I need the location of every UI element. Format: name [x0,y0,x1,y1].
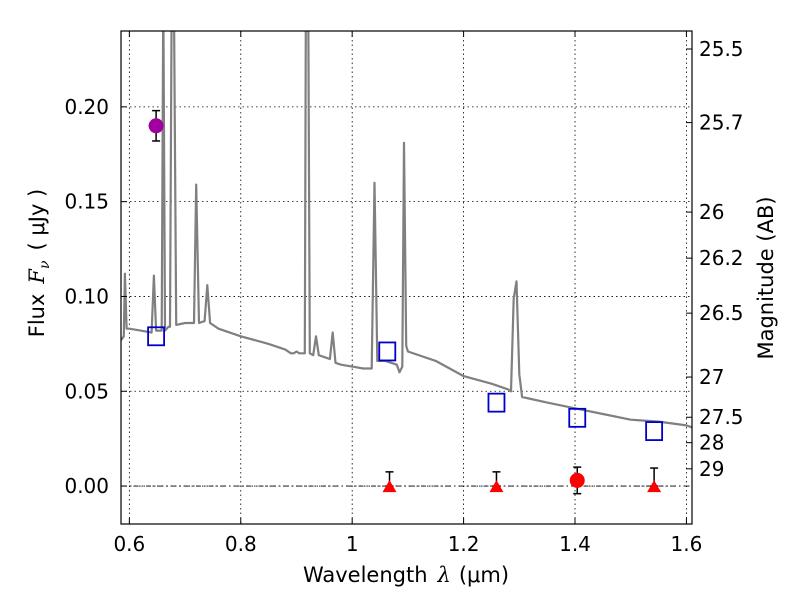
x-tick-label: 1.2 [448,532,480,556]
model-band-square-marker [487,392,506,413]
x-axis-label: Wavelength λ (μm) [303,563,509,587]
x-tick-label: 0.6 [113,532,145,556]
x-axis-label-symbol: λ [437,563,451,587]
y2-tick-label: 26.5 [699,301,744,325]
y2-tick-label: 28 [699,431,724,455]
y2-axis-label: Magnitude (AB) [754,196,778,359]
model-band-square-marker [645,421,664,441]
y-axis-label-text: Flux [25,294,49,338]
x-axis-label-unit: (μm) [459,563,509,587]
x-tick-label: 1.6 [671,532,703,556]
plot-frame [120,30,693,525]
plot-area [121,31,692,495]
y-tick-label: 0.05 [64,379,109,403]
red-triangle-marker [647,480,662,493]
x-tick-label: 1 [346,532,359,556]
model-spectrum-line [121,31,692,429]
x-tick-label: 1.4 [559,532,591,556]
x-axis: 0.6 0.8 1 1.2 1.4 1.6 [113,31,702,556]
grid-lines [121,31,692,524]
x-axis-label-text: Wavelength [303,563,428,587]
y2-tick-label: 25.7 [699,111,744,135]
y-tick-label: 0.10 [64,284,109,308]
x-tick-label: 0.8 [225,532,257,556]
model-band-square-marker [568,407,587,428]
y-axis-label-symbol: F [25,268,49,285]
magenta-circle-marker [148,118,164,134]
y2-tick-label: 27 [699,365,724,389]
y-axis-label-unit: ( μJy ) [25,189,49,251]
red-triangle-marker [489,480,504,493]
red-circle-marker [569,472,585,488]
y-axis-left: 0.00 0.05 0.10 0.15 0.20 [64,95,127,498]
y2-tick-label: 27.5 [699,405,744,429]
model-band-square-marker [147,326,165,347]
y-tick-label: 0.00 [64,474,109,498]
y2-tick-label: 26.2 [699,246,744,270]
y2-tick-label: 29 [699,457,724,481]
y-axis-label-subscript: ν [37,260,53,269]
y2-tick-label: 25.5 [699,37,744,61]
y-axis-label: Flux Fν ( μJy ) [25,189,53,337]
y-tick-label: 0.20 [64,95,109,119]
y-tick-label: 0.15 [64,190,109,214]
model-band-square-marker [378,341,397,362]
red-triangle-marker [382,480,397,493]
y2-tick-label: 26 [699,200,724,224]
